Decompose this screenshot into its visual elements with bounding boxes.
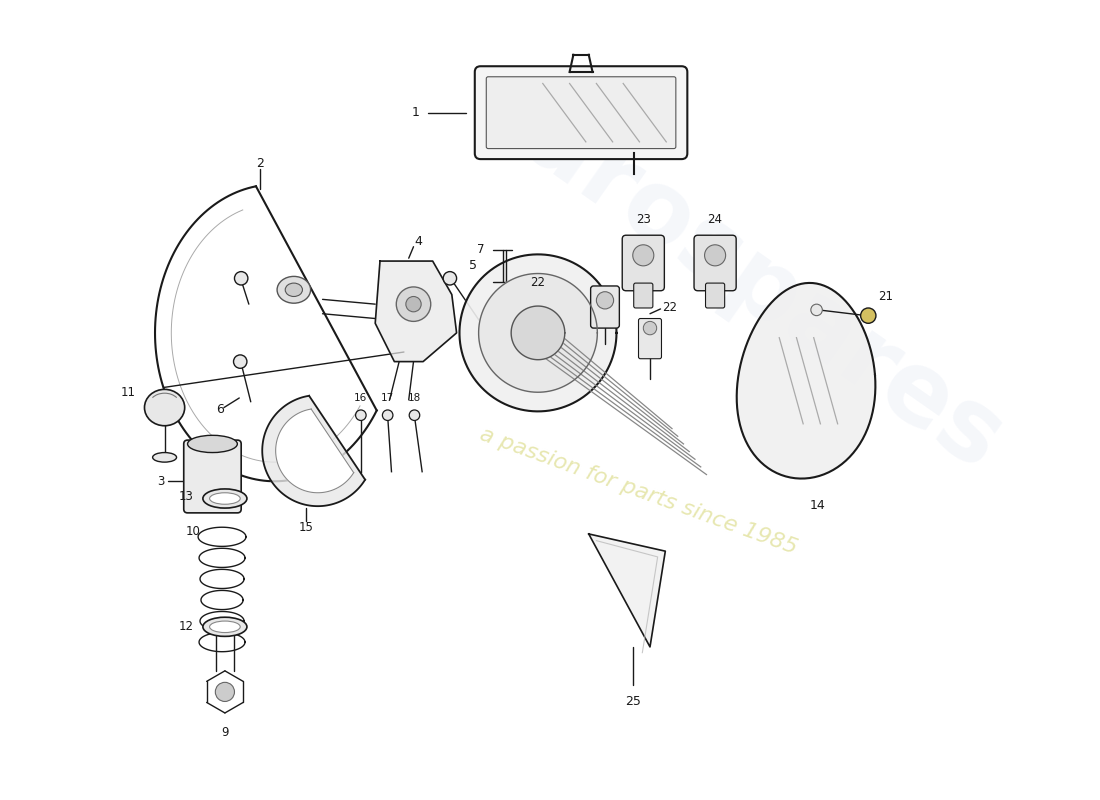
Circle shape [383,410,393,421]
Ellipse shape [153,453,177,462]
Text: 14: 14 [810,498,825,512]
FancyBboxPatch shape [694,235,736,290]
Circle shape [644,322,657,334]
Polygon shape [460,254,616,411]
FancyBboxPatch shape [623,235,664,290]
FancyBboxPatch shape [486,77,675,149]
Circle shape [409,410,420,421]
Ellipse shape [210,493,240,504]
Polygon shape [478,274,597,392]
Text: 8: 8 [625,281,632,294]
Ellipse shape [188,435,238,453]
FancyBboxPatch shape [705,283,725,308]
Text: 2: 2 [256,157,264,170]
Circle shape [596,292,614,309]
Text: eurospares: eurospares [448,50,1021,492]
Ellipse shape [202,489,246,508]
Polygon shape [512,306,564,360]
Ellipse shape [210,621,240,633]
Circle shape [443,272,456,285]
Circle shape [216,682,234,702]
Ellipse shape [705,245,726,266]
Text: 25: 25 [625,695,640,708]
Polygon shape [276,409,354,493]
FancyBboxPatch shape [634,283,653,308]
Text: 15: 15 [299,521,314,534]
Text: 22: 22 [530,276,546,289]
FancyBboxPatch shape [591,286,619,328]
Text: 11: 11 [121,386,135,398]
Ellipse shape [632,245,653,266]
FancyBboxPatch shape [475,66,688,159]
Text: 3: 3 [157,474,164,488]
Text: 23: 23 [636,214,651,226]
Circle shape [234,272,248,285]
Ellipse shape [277,276,310,303]
Circle shape [233,355,246,368]
Ellipse shape [285,283,303,297]
Text: 17: 17 [381,393,394,403]
Text: 24: 24 [707,214,723,226]
Text: 4: 4 [415,235,422,249]
Text: 1: 1 [411,106,419,119]
Text: 12: 12 [179,620,194,634]
Circle shape [406,297,421,312]
Polygon shape [737,283,876,478]
Text: 22: 22 [661,301,676,314]
Text: 7: 7 [476,243,484,256]
Polygon shape [588,534,666,647]
Circle shape [396,287,431,322]
Ellipse shape [202,618,246,636]
Text: 18: 18 [408,393,421,403]
Text: 10: 10 [186,525,200,538]
Circle shape [811,304,823,316]
Text: a passion for parts since 1985: a passion for parts since 1985 [477,424,800,558]
Text: 6: 6 [217,403,224,416]
Circle shape [355,410,366,421]
Circle shape [860,308,876,323]
Text: 13: 13 [179,490,194,503]
Polygon shape [375,261,456,362]
FancyBboxPatch shape [184,440,241,513]
Ellipse shape [144,390,185,426]
Text: 5: 5 [469,259,477,272]
Text: 21: 21 [878,290,893,303]
FancyBboxPatch shape [638,318,661,358]
Text: 16: 16 [354,393,367,403]
Text: 9: 9 [221,726,229,738]
Polygon shape [262,396,365,506]
